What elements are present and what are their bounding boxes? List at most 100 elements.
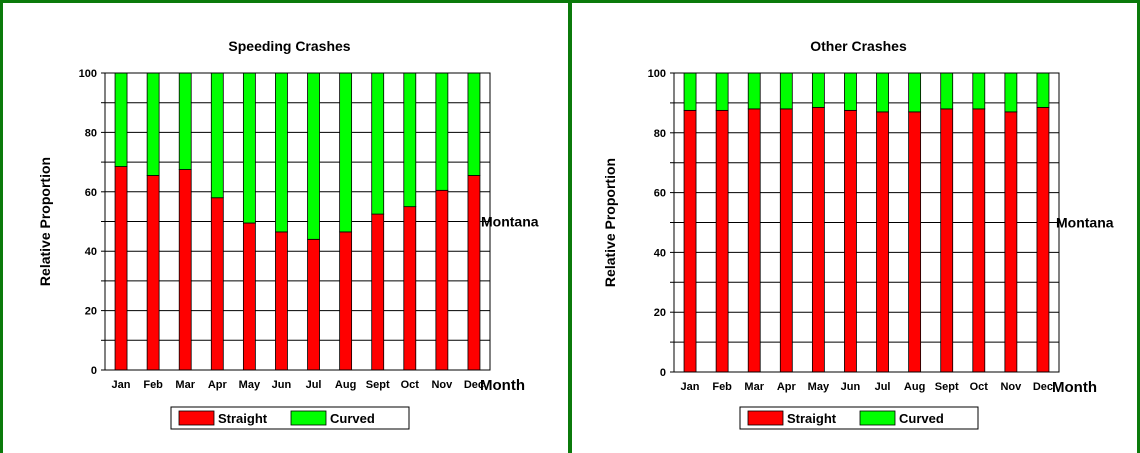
- y-tick-label: 60: [85, 187, 97, 199]
- bar-curved-apr: [779, 72, 793, 110]
- bar-curved-oct: [403, 72, 417, 208]
- bar-straight-jul: [307, 238, 320, 371]
- chart-title: Other Crashes: [810, 38, 907, 54]
- x-tick-label: Nov: [431, 379, 453, 391]
- legend-swatch-curved: [290, 410, 327, 426]
- x-tick-label: Jan: [112, 379, 131, 391]
- bar-straight-apr: [210, 197, 224, 371]
- y-tick-label: 100: [648, 68, 666, 80]
- bar-curved-nov: [1004, 72, 1018, 113]
- x-tick-label: Jun: [272, 379, 292, 391]
- y-tick-label: 20: [85, 306, 97, 318]
- y-tick-label: 0: [91, 365, 97, 377]
- legend-swatch-curved: [859, 410, 896, 426]
- x-tick-label: Aug: [904, 381, 925, 393]
- bar-curved-aug: [908, 72, 922, 113]
- bar-straight-jul: [876, 111, 889, 373]
- state-label: Montana: [481, 214, 539, 230]
- x-tick-label: Dec: [464, 379, 484, 391]
- y-tick-label: 60: [654, 188, 666, 200]
- state-label: Montana: [1056, 215, 1114, 231]
- x-tick-label: Mar: [175, 379, 195, 391]
- x-tick-label: Nov: [1000, 381, 1022, 393]
- x-tick-label: Jul: [306, 379, 322, 391]
- bar-straight-aug: [908, 111, 922, 373]
- bar-straight-oct: [403, 206, 417, 371]
- bar-straight-may: [242, 222, 256, 371]
- bar-curved-jun: [275, 72, 288, 233]
- x-tick-label: Oct: [401, 379, 420, 391]
- speeding-crashes-chart: Speeding Crashes Jan Feb Mar Apr May Jun Jul Aug…: [37, 38, 539, 430]
- bar-curved-aug: [339, 72, 353, 233]
- bar-straight-sept: [371, 213, 385, 371]
- bar-curved-jun: [844, 72, 857, 111]
- bar-curved-jan: [683, 72, 697, 111]
- other-crashes-chart: Other Crashes Jan Feb Mar Apr May Jun Jul Aug Sep…: [602, 38, 1114, 430]
- y-tick-label: 20: [654, 307, 666, 319]
- bar-straight-aug: [339, 231, 353, 371]
- legend-label-curved: Curved: [330, 411, 375, 426]
- bar-curved-sept: [940, 72, 954, 110]
- chart-title: Speeding Crashes: [228, 38, 350, 54]
- y-tick-label: 80: [85, 127, 97, 139]
- bar-curved-may: [811, 72, 825, 108]
- bar-curved-apr: [210, 72, 224, 199]
- legend-swatch-straight: [178, 410, 215, 426]
- legend-label-straight: Straight: [218, 411, 268, 426]
- other-crashes-panel: Other Crashes Jan Feb Mar Apr May Jun Jul Aug Sep…: [572, 0, 1140, 453]
- legend: Straight Curved: [739, 406, 979, 430]
- bar-curved-feb: [715, 72, 729, 111]
- bar-straight-feb: [715, 109, 729, 373]
- bar-straight-mar: [747, 108, 761, 373]
- x-tick-label: Mar: [744, 381, 764, 393]
- bar-straight-dec: [467, 175, 481, 371]
- bar-straight-may: [811, 106, 825, 373]
- x-tick-label: Apr: [208, 379, 228, 391]
- bar-curved-dec: [467, 72, 481, 176]
- bar-straight-feb: [146, 175, 160, 371]
- bar-straight-nov: [435, 189, 449, 371]
- x-tick-label: Jul: [875, 381, 891, 393]
- bar-curved-jul: [307, 72, 320, 240]
- y-tick-label: 0: [660, 367, 666, 379]
- bar-curved-dec: [1036, 72, 1050, 108]
- x-tick-label: Oct: [970, 381, 989, 393]
- bar-straight-jun: [275, 231, 288, 371]
- bar-curved-oct: [972, 72, 986, 110]
- bar-curved-may: [242, 72, 256, 224]
- x-tick-label: Apr: [777, 381, 797, 393]
- x-tick-label: Jun: [841, 381, 861, 393]
- y-tick-label: 40: [85, 246, 97, 258]
- legend: Straight Curved: [170, 406, 410, 430]
- y-tick-label: 40: [654, 247, 666, 259]
- legend-swatch-straight: [747, 410, 784, 426]
- bar-straight-jun: [844, 109, 857, 373]
- bar-straight-jan: [114, 166, 128, 371]
- speeding-crashes-panel: Speeding Crashes Jan Feb Mar Apr May Jun Jul Aug…: [0, 0, 572, 453]
- bar-curved-jan: [114, 72, 128, 167]
- x-tick-label: Sept: [366, 379, 390, 391]
- legend-box: [170, 406, 410, 430]
- grid: [674, 72, 1059, 373]
- x-tick-label: Jan: [681, 381, 700, 393]
- x-tick-label: May: [808, 381, 830, 393]
- grid: [105, 72, 490, 371]
- bar-straight-jan: [683, 109, 697, 373]
- bar-curved-mar: [178, 72, 192, 170]
- bar-straight-nov: [1004, 111, 1018, 373]
- bar-straight-oct: [972, 108, 986, 373]
- bar-curved-sept: [371, 72, 385, 215]
- x-tick-label: Feb: [712, 381, 732, 393]
- y-tick-label: 80: [654, 128, 666, 140]
- legend-label-straight: Straight: [787, 411, 837, 426]
- y-axis-label: Relative Proportion: [37, 157, 53, 286]
- y-axis-label: Relative Proportion: [602, 158, 618, 287]
- legend-box: [739, 406, 979, 430]
- bar-curved-jul: [876, 72, 889, 113]
- x-tick-label: May: [239, 379, 261, 391]
- bar-curved-feb: [146, 72, 160, 176]
- x-axis-label: Month: [480, 377, 525, 394]
- x-tick-label: Feb: [143, 379, 163, 391]
- bar-straight-mar: [178, 169, 192, 371]
